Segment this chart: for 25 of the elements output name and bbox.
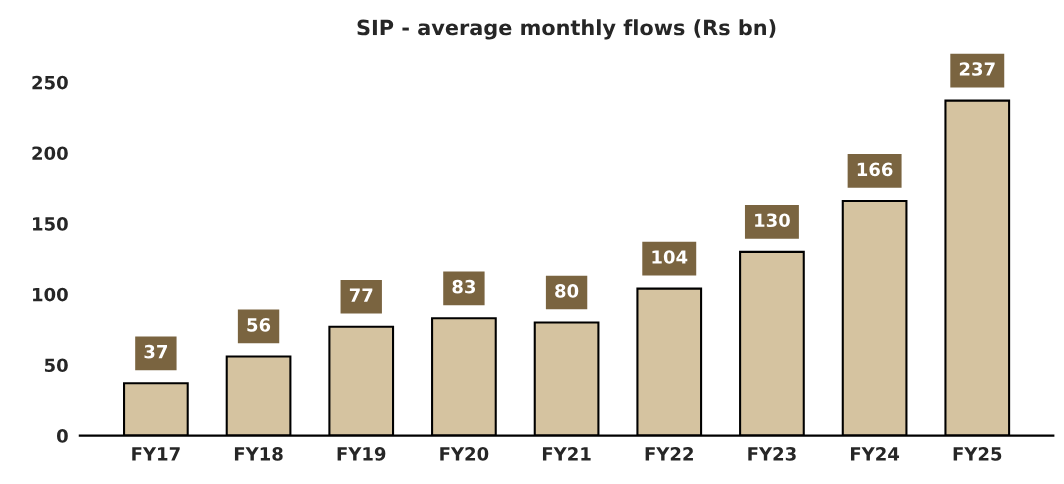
data-label: 80: [555, 284, 579, 298]
x-tick-label: FY18: [234, 447, 283, 461]
data-label: 166: [857, 162, 893, 177]
data-label: 83: [452, 279, 476, 294]
data-label: 77: [349, 288, 373, 302]
y-tick-label: 150: [33, 217, 68, 231]
x-tick-label: FY19: [337, 447, 386, 461]
x-tick-label: FY21: [542, 447, 591, 461]
data-label: 104: [652, 250, 688, 264]
y-tick-label: 200: [32, 146, 68, 161]
y-tick-label: 100: [33, 287, 68, 302]
y-tick-label: 50: [44, 358, 68, 373]
x-tick-label: FY23: [748, 447, 796, 461]
y-tick-label: 0: [56, 429, 68, 443]
x-tick-label: FY17: [132, 447, 180, 461]
x-tick-label: FY24: [851, 447, 900, 461]
data-label: 37: [144, 344, 168, 359]
data-label: 130: [755, 213, 790, 228]
x-tick-label: FY20: [440, 447, 489, 461]
data-label: 237: [959, 62, 995, 76]
x-tick-label: FY22: [645, 447, 693, 461]
y-tick-label: 250: [32, 75, 68, 90]
x-tick-label: FY25: [953, 447, 1002, 461]
data-label: 56: [247, 318, 271, 332]
chart-title: SIP - average monthly flows (Rs bn): [357, 19, 776, 40]
